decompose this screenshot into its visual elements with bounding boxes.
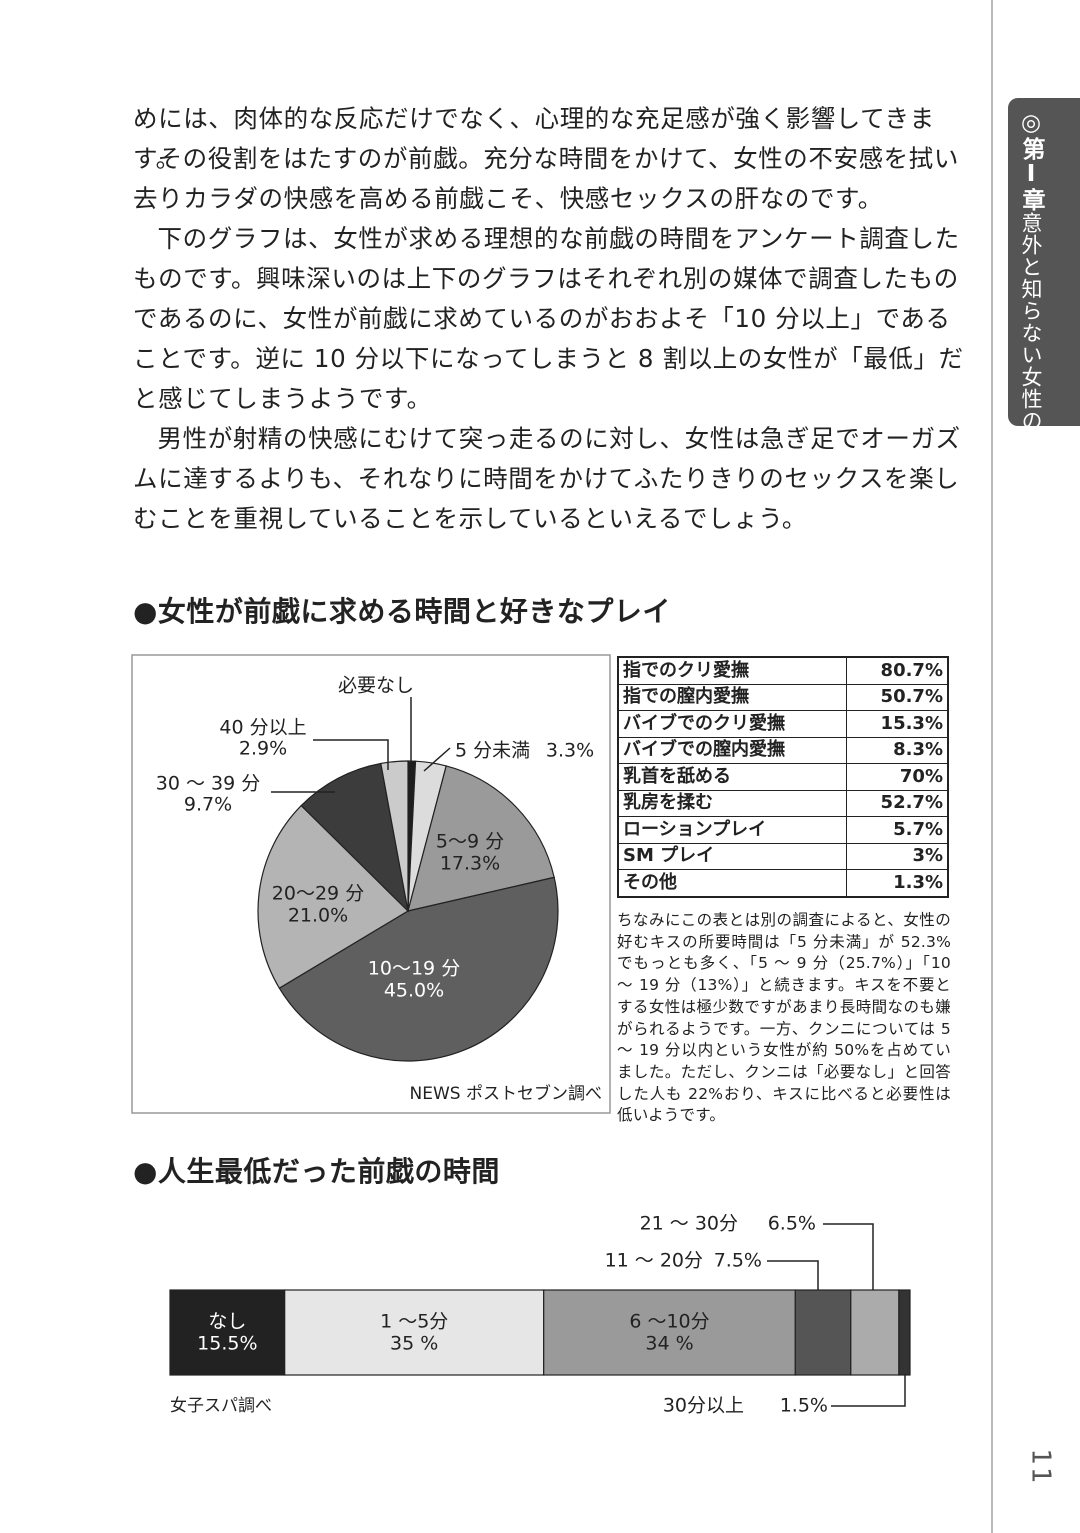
side-tab [1008,98,1080,426]
leader-line [823,1223,874,1290]
bar-segment [284,1289,545,1376]
pie-label: 5 分未満 [455,740,530,762]
table-row: バイブでのクリ愛撫 15.3% [617,710,949,738]
pie-slice [300,762,409,913]
chapter-title: 意外と知らない女性のホンネ [1019,212,1043,498]
bar-value-label: 15.5% [197,1333,257,1355]
bar-label: 1 ～5分 [380,1311,448,1333]
pie-value-label: 9.7% [184,794,232,816]
note: ちなみにこの表とは別の調査によると、女性の好むキスの所要時間は「5 分未満」が … [617,911,951,1125]
table-row: 指での膣内愛撫 50.7% [617,683,949,711]
percent-cell: 5.7% [846,816,949,844]
pie-label: 必要なし [338,675,414,697]
item-cell: SM プレイ [617,842,847,870]
bar-value-label: 1.5% [780,1395,828,1417]
item-cell: バイブでのクリ愛撫 [617,710,847,738]
percent-cell: 1.3% [846,869,949,897]
percent-cell: 52.7% [846,789,949,817]
pie-value-label: 3.3% [546,740,594,762]
bar-value-label: 7.5% [714,1250,762,1272]
paragraph: めには、肉体的な反応だけでなく、心理的な充足感が強く影響してきます。 [133,104,935,173]
percent-cell: 15.3% [846,710,949,738]
percent-cell: 50.7% [846,683,949,711]
table-row: 乳房を揉む 52.7% [617,789,949,817]
section-heading: ●女性が前戯に求める時間と好きなプレイ [133,595,671,628]
item-cell: 指での膣内愛撫 [617,683,847,711]
bar-value-label: 34 % [645,1333,693,1355]
play-table: 指でのクリ愛撫 80.7% 指での膣内愛撫 50.7% バイブでのクリ愛撫 15.3% バイ… [617,656,949,898]
leader-line [313,739,389,770]
table-row: その他 1.3% [617,869,949,897]
pie-value-label: 2.9% [239,738,287,760]
table-row: ローションプレイ 5.7% [617,816,949,844]
bar-segment [898,1289,911,1376]
pie-value-label: 17.3% [440,853,500,875]
bar-label: 21 ～ 30分 [640,1213,738,1235]
bar-value-label: 6.5% [768,1213,816,1235]
bar-label: 30分以上 [663,1395,744,1417]
pie-label: 5～9 分 [436,831,504,853]
table-body: 指でのクリ愛撫 80.7% 指での膣内愛撫 50.7% バイブでのクリ愛撫 15.3% バイ… [617,656,949,897]
pie-label: 30 ～ 39 分 [156,773,260,795]
item-cell: 指でのクリ愛撫 [617,656,847,685]
pie-label: 10～19 分 [368,958,460,980]
leader-line [423,747,451,772]
pie-label: 20～29 分 [272,883,364,905]
section-heading: ●人生最低だった前戯の時間 [133,1155,500,1188]
percent-cell: 3% [846,842,949,870]
bar-segment [543,1289,796,1376]
percent-cell: 80.7% [846,656,949,685]
bar-segment [169,1289,286,1376]
pie-slice [278,876,559,1062]
bar-label: 6 ～10分 [629,1311,709,1333]
table-row: バイブでの膣内愛撫 8.3% [617,736,949,764]
bar-label: なし [208,1311,246,1333]
leader-line [831,1375,906,1407]
item-cell: ローションプレイ [617,816,847,844]
bar-value-label: 35 % [390,1333,438,1355]
pie-value-label: 45.0% [384,980,444,1002]
table-row: SM プレイ 3% [617,842,949,870]
pie-label: 40 分以上 [219,717,306,739]
bar-label: 11 ～ 20分 [605,1250,703,1272]
paragraph: 男性が射精の快感にむけて突っ走るのに対し、女性は急ぎ足でオーガズムに達するよりも… [133,424,961,533]
side-tab-text: ◎第Ⅰ章意外と知らない女性のホンネ [1018,110,1044,498]
table-row: 乳首を舐める 70% [617,763,949,791]
chapter: ◎第Ⅰ章 [1018,110,1044,212]
pie-source: NEWS ポストセブン調べ [410,1083,602,1104]
item-cell: その他 [617,869,847,897]
pie-slice [257,804,409,989]
pie-slice [407,765,555,912]
bar-source: 女子スパ調べ [170,1396,272,1416]
percent-cell: 70% [846,763,949,791]
item-cell: 乳首を舐める [617,763,847,791]
table-row: 指でのクリ愛撫 80.7% [617,656,949,685]
paragraph: 下のグラフは、女性が求める理想的な前戯の時間をアンケート調査したものです。興味深… [133,224,964,413]
item-cell: 乳房を揉む [617,789,847,817]
leader-line [767,1260,819,1290]
paragraph: その役割をはたすのが前戯。充分な時間をかけて、女性の不安感を拭い去りカラダの快感… [133,144,959,213]
bar-segment [794,1289,852,1376]
pie-frame [131,654,611,1114]
bar-segment [850,1289,900,1376]
percent-cell: 8.3% [846,736,949,764]
pie-slice [380,760,409,912]
item-cell: バイブでの膣内愛撫 [617,736,847,764]
pie-value-label: 21.0% [288,905,348,927]
page-number: 11 [1025,1448,1056,1486]
